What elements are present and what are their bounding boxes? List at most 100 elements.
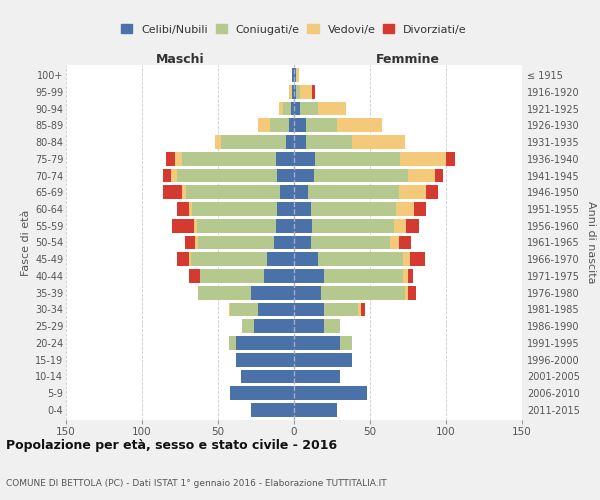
Bar [189,269,200,283]
Bar [322,286,405,300]
Bar [396,202,414,216]
Bar [296,85,300,98]
Bar [266,252,294,266]
Bar [294,320,325,333]
Bar [294,386,367,400]
Bar [236,353,294,366]
Bar [294,252,319,266]
Bar [294,236,311,250]
Bar [286,135,294,149]
Bar [198,286,251,300]
Bar [294,85,296,98]
Bar [294,135,306,149]
Bar [274,236,294,250]
Bar [166,152,175,166]
Y-axis label: Anni di nascita: Anni di nascita [586,201,596,284]
Y-axis label: Fasce di età: Fasce di età [20,210,31,276]
Bar [163,168,171,182]
Bar [294,302,325,316]
Bar [182,186,186,199]
Bar [294,269,325,283]
Bar [312,219,394,232]
Bar [294,219,312,232]
Bar [289,85,292,98]
Bar [308,186,399,199]
Bar [177,168,277,182]
Bar [300,102,319,116]
Bar [197,219,276,232]
Text: Maschi: Maschi [155,53,205,66]
Bar [185,236,195,250]
Bar [414,202,426,216]
Bar [315,152,400,166]
Bar [251,286,294,300]
Bar [283,102,291,116]
Bar [277,168,294,182]
Bar [229,302,230,316]
Bar [325,269,403,283]
Bar [294,118,306,132]
Bar [200,269,263,283]
Bar [192,202,277,216]
Text: Popolazione per età, sesso e stato civile - 2016: Popolazione per età, sesso e stato civil… [6,440,337,452]
Bar [294,152,315,166]
Bar [186,186,280,199]
Bar [294,353,352,366]
Bar [400,152,446,166]
Bar [236,336,294,350]
Bar [399,186,426,199]
Bar [408,286,416,300]
Bar [280,186,294,199]
Bar [294,68,296,82]
Bar [291,102,294,116]
Bar [294,403,337,417]
Legend: Celibi/Nubili, Coniugati/e, Vedovi/e, Divorziati/e: Celibi/Nubili, Coniugati/e, Vedovi/e, Di… [118,21,470,38]
Bar [254,320,294,333]
Bar [408,168,436,182]
Bar [352,135,405,149]
Bar [294,186,308,199]
Bar [361,302,365,316]
Bar [314,168,408,182]
Bar [394,219,406,232]
Bar [300,85,312,98]
Bar [294,202,311,216]
Bar [263,269,294,283]
Bar [292,68,294,82]
Bar [311,236,390,250]
Bar [294,370,340,384]
Bar [177,202,189,216]
Bar [337,118,382,132]
Bar [325,302,358,316]
Bar [189,202,192,216]
Bar [257,118,269,132]
Bar [410,252,425,266]
Bar [257,302,294,316]
Bar [306,135,352,149]
Bar [436,168,443,182]
Bar [269,118,289,132]
Bar [319,102,346,116]
Bar [241,370,294,384]
Bar [171,168,177,182]
Bar [399,236,411,250]
Bar [251,403,294,417]
Bar [294,336,340,350]
Bar [403,252,410,266]
Bar [325,320,340,333]
Bar [163,186,182,199]
Text: Femmine: Femmine [376,53,440,66]
Bar [289,118,294,132]
Bar [406,219,419,232]
Bar [446,152,455,166]
Bar [189,252,191,266]
Bar [242,320,254,333]
Bar [294,102,300,116]
Bar [194,219,197,232]
Bar [276,219,294,232]
Bar [319,252,403,266]
Bar [312,85,315,98]
Bar [177,252,189,266]
Bar [294,286,322,300]
Bar [340,336,352,350]
